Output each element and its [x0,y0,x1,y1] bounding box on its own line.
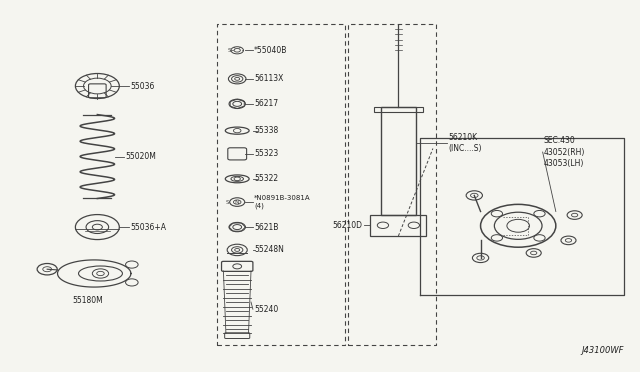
Text: 56217: 56217 [254,99,278,108]
Text: *55040B: *55040B [254,46,287,55]
Text: 55036: 55036 [130,81,154,90]
Text: 56113X: 56113X [254,74,284,83]
Text: J43100WF: J43100WF [582,346,624,355]
Text: 55036+A: 55036+A [130,222,166,231]
Text: 5621B: 5621B [254,222,278,231]
Text: 55322: 55322 [254,174,278,183]
Text: 55240: 55240 [254,305,278,314]
Text: 55020M: 55020M [125,152,156,161]
Bar [371,215,426,236]
Text: SEC.430
43052(RH)
43053(LH): SEC.430 43052(RH) 43053(LH) [544,137,586,168]
Text: 55323: 55323 [254,150,278,158]
Bar [381,108,416,215]
Text: 56210K
(INC....S): 56210K (INC....S) [449,133,482,153]
Text: *N0891B-3081A
(4): *N0891B-3081A (4) [254,195,311,209]
Text: 55180M: 55180M [72,296,103,305]
Text: S: S [228,48,232,53]
Text: S: S [226,199,230,205]
Text: 55338: 55338 [254,126,278,135]
Text: N: N [235,199,239,205]
Bar [374,107,423,112]
Text: 56210D: 56210D [333,221,363,230]
Text: 55248N: 55248N [254,246,284,254]
